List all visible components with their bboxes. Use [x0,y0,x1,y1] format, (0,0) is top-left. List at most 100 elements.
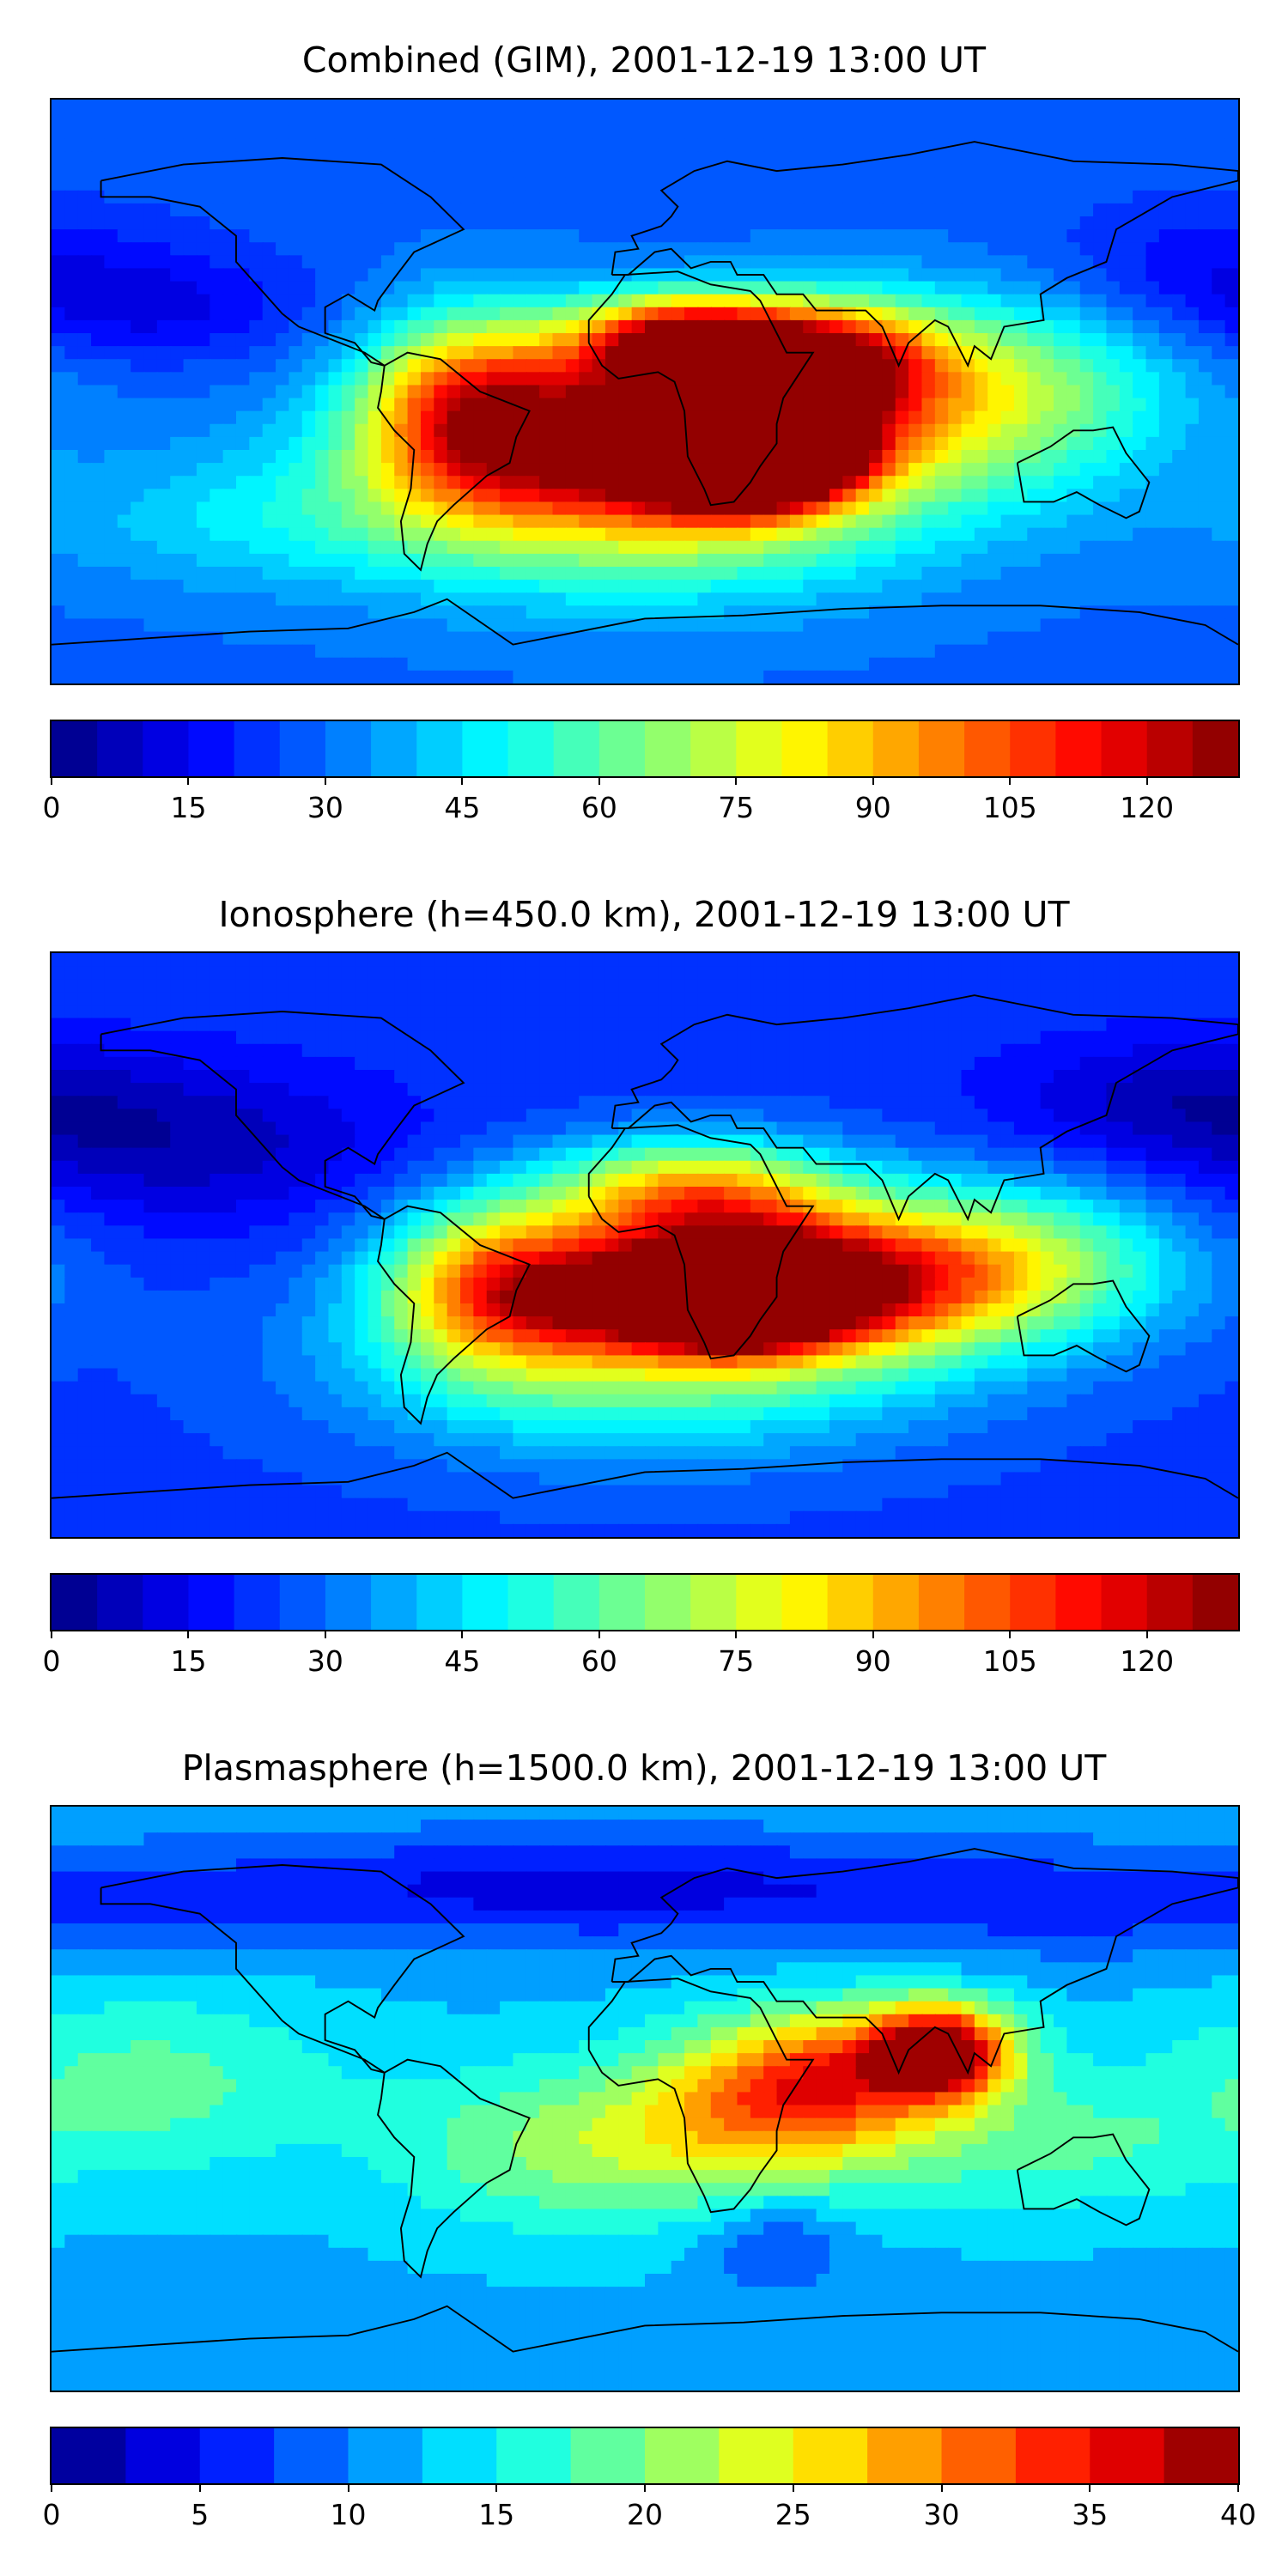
panel-3-title: Plasmasphere (h=1500.0 km), 2001-12-19 1… [181,1747,1107,1789]
colorbar-level-7 [371,721,418,776]
colorbar-level-6 [496,2428,572,2483]
panel-3-colorbar-ticks: 0 5 10 15 20 25 30 35 40 [43,2483,1256,2531]
colorbar-tick-label: 0 [42,2498,61,2531]
colorbar-level-14 [690,721,738,776]
colorbar-tick-label: 90 [854,791,891,824]
colorbar-level-10 [507,1575,555,1630]
colorbar-level-5 [279,1575,326,1630]
colorbar-tick [51,2483,52,2492]
panel-2-colorbar-ticks: 0 15 30 45 60 75 90 105 120 [43,1630,1238,1678]
colorbar-level-14 [1090,2428,1165,2483]
panel-1-map [50,98,1240,685]
colorbar-tick-label: 10 [330,2498,367,2531]
colorbar-level-10 [507,721,555,776]
colorbar-level-4 [348,2428,423,2483]
colorbar-tick [347,2483,349,2492]
colorbar-level-1 [97,721,144,776]
colorbar-level-16 [781,721,829,776]
colorbar-tick [940,2483,943,2492]
colorbar-level-14 [690,1575,738,1630]
colorbar-level-4 [234,721,281,776]
colorbar-tick-label: 60 [580,791,617,824]
panel-2-title: Ionosphere (h=450.0 km), 2001-12-19 13:0… [218,894,1070,935]
colorbar-level-5 [422,2428,498,2483]
colorbar-level-11 [553,1575,600,1630]
colorbar-level-2 [199,2428,275,2483]
colorbar-level-4 [234,1575,281,1630]
colorbar-tick-label: 5 [191,2498,210,2531]
colorbar-level-13 [1015,2428,1091,2483]
coastline [611,141,1238,368]
colorbar-tick-label: 35 [1072,2498,1109,2531]
colorbar-level-25 [1192,1575,1238,1630]
colorbar-tick [1145,776,1148,785]
colorbar-level-9 [462,1575,509,1630]
coastline [611,1848,1238,2075]
colorbar-level-8 [416,721,464,776]
colorbar-level-7 [371,1575,418,1630]
colorbar-level-9 [462,721,509,776]
colorbar-tick [324,1630,326,1638]
colorbar-level-19 [918,1575,965,1630]
colorbar-tick [1237,2483,1239,2492]
colorbar-level-1 [125,2428,201,2483]
colorbar-level-0 [52,2428,127,2483]
panel-3-colorbar [50,2427,1240,2485]
colorbar-level-2 [143,1575,190,1630]
colorbar-tick [644,2483,646,2492]
colorbar-tick-label: 0 [42,791,61,824]
colorbar-tick [461,1630,464,1638]
colorbar-tick-label: 25 [775,2498,811,2531]
colorbar-tick-label: 105 [982,791,1037,824]
colorbar-level-11 [867,2428,943,2483]
colorbar-tick-label: 40 [1220,2498,1256,2531]
coastline [100,1011,465,1220]
colorbar-level-23 [1101,721,1148,776]
colorbar-tick [51,776,52,785]
panel-1-title: Combined (GIM), 2001-12-19 13:00 UT [301,39,987,81]
colorbar-tick [735,1630,738,1638]
colorbar-tick-label: 75 [718,791,755,824]
panel-3-map [50,1805,1240,2392]
colorbar-level-20 [964,721,1012,776]
coastline [377,351,531,572]
colorbar-level-11 [553,721,600,776]
panel-2-colorbar [50,1573,1240,1631]
colorbar-tick-label: 30 [307,791,343,824]
colorbar-level-12 [941,2428,1017,2483]
coastline [611,994,1238,1222]
colorbar-tick-label: 105 [982,1644,1037,1678]
colorbar-tick-label: 15 [170,1644,207,1678]
coastline [1016,2133,1151,2227]
colorbar-tick-label: 60 [580,1644,617,1678]
colorbar-tick-label: 30 [923,2498,960,2531]
colorbar-level-15 [1163,2428,1238,2483]
colorbar-tick-label: 15 [478,2498,515,2531]
colorbar-tick [1089,2483,1091,2492]
coastline [1016,426,1151,519]
colorbar-tick [598,1630,600,1638]
colorbar-level-22 [1055,721,1103,776]
panel-2-map [50,951,1240,1539]
colorbar-level-3 [188,721,235,776]
colorbar-tick [187,776,190,785]
colorbar-tick-label: 120 [1120,1644,1175,1678]
coastline [587,1978,815,2214]
colorbar-level-13 [645,1575,691,1630]
colorbar-level-12 [598,1575,646,1630]
colorbar-level-25 [1192,721,1238,776]
colorbar-level-6 [325,1575,372,1630]
colorbar-level-20 [964,1575,1012,1630]
colorbar-tick [792,2483,794,2492]
coastline [377,1205,531,1425]
colorbar-level-17 [827,1575,874,1630]
colorbar-tick [198,2483,201,2492]
colorbar-tick-label: 30 [307,1644,343,1678]
colorbar-level-6 [325,721,372,776]
colorbar-tick [1009,1630,1012,1638]
coastline [377,2058,531,2279]
colorbar-tick-label: 0 [42,1644,61,1678]
colorbar-level-13 [645,721,691,776]
colorbar-level-18 [872,1575,920,1630]
